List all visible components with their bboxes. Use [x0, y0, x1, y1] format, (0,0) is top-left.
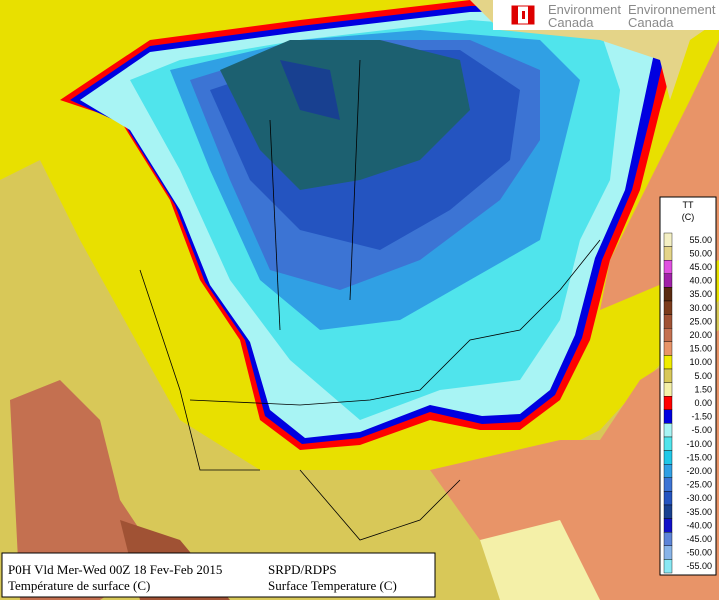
legend-label: 35.00 [689, 289, 712, 299]
legend-label: -20.00 [686, 466, 712, 476]
legend-label: -40.00 [686, 520, 712, 530]
legend-label: -45.00 [686, 534, 712, 544]
legend-swatch [663, 328, 673, 343]
logo-text: Environment [548, 2, 621, 17]
legend-swatch [663, 314, 673, 329]
cold-field [220, 40, 470, 190]
legend-label: -15.00 [686, 452, 712, 462]
legend-label: -35.00 [686, 507, 712, 517]
footer-text: SRPD/RDPS [268, 562, 337, 577]
legend-label: 1.50 [694, 384, 712, 394]
legend-label: -10.00 [686, 439, 712, 449]
legend-swatch [663, 368, 673, 383]
legend-swatch [663, 559, 673, 574]
warm-field [480, 520, 600, 600]
legend-label: 45.00 [689, 262, 712, 272]
legend-swatch [663, 273, 673, 288]
legend-swatch [663, 396, 673, 411]
legend-swatch [663, 532, 673, 547]
legend-label: 0.00 [694, 398, 712, 408]
legend-label: -1.50 [691, 412, 712, 422]
legend-swatch [663, 246, 673, 261]
cold-field [280, 60, 340, 120]
legend-swatch [663, 423, 673, 438]
legend-label: 20.00 [689, 330, 712, 340]
legend-label: -5.00 [691, 425, 712, 435]
flag [512, 6, 518, 24]
legend-swatch [663, 464, 673, 479]
legend-swatch [663, 341, 673, 356]
legend-swatch [663, 450, 673, 465]
flag [528, 6, 534, 24]
footer-text: P0H Vld Mer-Wed 00Z 18 Fev-Feb 2015 [8, 562, 222, 577]
warm-field [430, 330, 719, 600]
legend-label: 30.00 [689, 303, 712, 313]
warm-field [10, 380, 160, 600]
legend-label: 15.00 [689, 344, 712, 354]
footer-text: Température de surface (C) [8, 578, 150, 593]
legend-label: 55.00 [689, 235, 712, 245]
legend-swatch [663, 477, 673, 492]
logo-text: Environnement [628, 2, 716, 17]
legend-swatch [663, 518, 673, 533]
legend-label: -55.00 [686, 561, 712, 571]
legend-unit: (C) [682, 212, 695, 222]
legend-label: -30.00 [686, 493, 712, 503]
legend-swatch [663, 545, 673, 560]
legend-swatch [663, 382, 673, 397]
legend-label: 10.00 [689, 357, 712, 367]
legend-title: TT [683, 200, 694, 210]
legend-label: -50.00 [686, 548, 712, 558]
political-borders [139, 59, 601, 541]
legend: TT (C) 55.00 50.00 45.00 40.00 35.00 30.00 25.… [659, 196, 717, 576]
legend-label: -25.00 [686, 480, 712, 490]
legend-swatch [663, 232, 673, 247]
legend-swatch [663, 287, 673, 302]
legend-swatch [663, 300, 673, 315]
legend-label: 50.00 [689, 248, 712, 258]
legend-swatch [663, 436, 673, 451]
legend-swatch [663, 260, 673, 275]
legend-label: 40.00 [689, 276, 712, 286]
legend-swatch [663, 504, 673, 519]
legend-swatch [663, 355, 673, 370]
logo: Environment Environnement Canada Canada [493, 0, 719, 30]
footer-text: Surface Temperature (C) [268, 578, 397, 593]
legend-label: 5.00 [694, 371, 712, 381]
logo-text: Canada [628, 15, 674, 30]
flag [522, 11, 525, 19]
footer-box [1, 552, 436, 598]
logo-text: Canada [548, 15, 594, 30]
legend-swatch [663, 491, 673, 506]
legend-label: 25.00 [689, 316, 712, 326]
legend-swatch [663, 409, 673, 424]
